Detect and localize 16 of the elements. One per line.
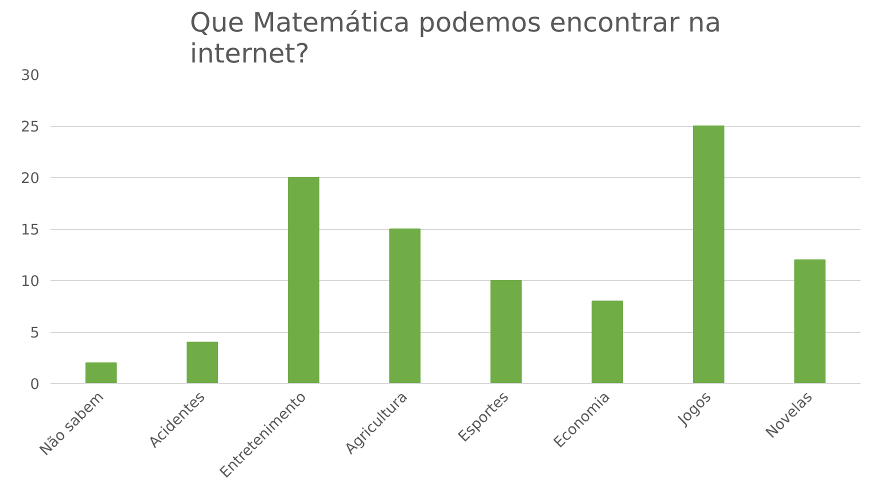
y-tick-label: 5: [30, 324, 40, 342]
bar: [592, 300, 624, 384]
y-tick-label: 10: [20, 273, 40, 290]
bar: [186, 342, 218, 384]
bar: [389, 228, 421, 384]
y-tick-label: 30: [20, 67, 40, 84]
chart-title: Que Matemática podemos encontrar na internet?: [190, 8, 722, 70]
bar: [794, 259, 826, 384]
bar: [490, 280, 522, 384]
bar: [692, 126, 724, 384]
bar: [288, 177, 320, 384]
bar: [85, 362, 117, 384]
y-tick-label: 20: [20, 170, 40, 187]
y-tick-label: 0: [30, 376, 40, 393]
y-tick-label: 25: [20, 118, 40, 136]
y-tick-label: 15: [20, 222, 40, 238]
